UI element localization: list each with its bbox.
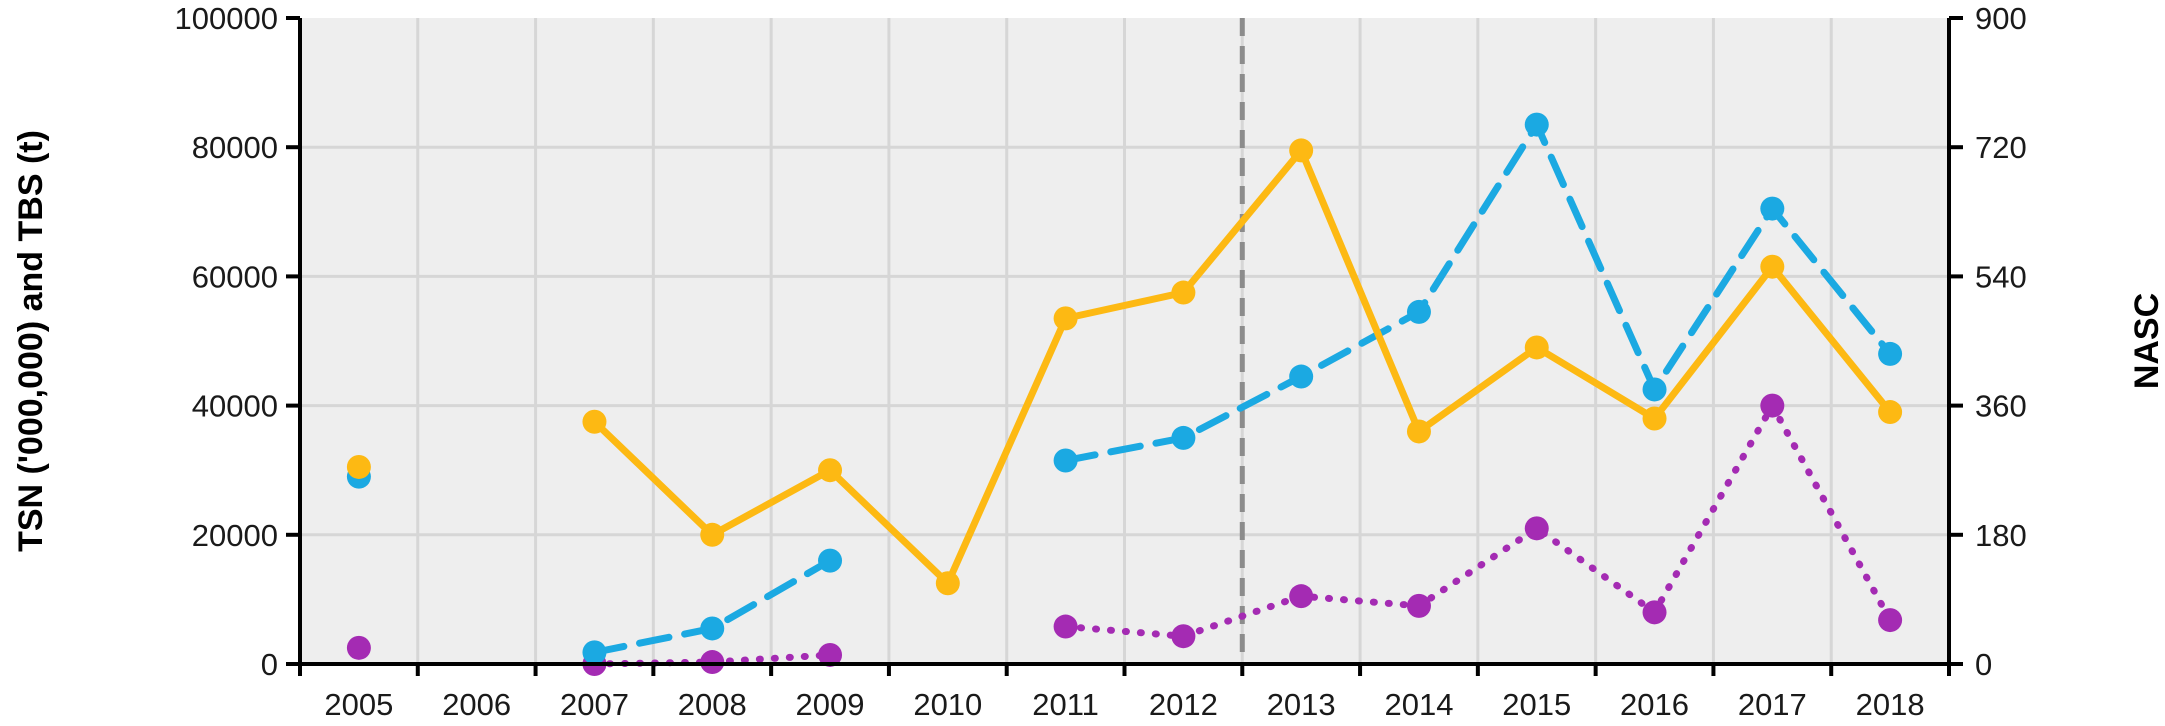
series-1-point	[1760, 196, 1785, 221]
series-2-point	[1053, 614, 1078, 639]
y-right-tick-label: 900	[1975, 1, 2027, 36]
series-2-point	[1760, 393, 1785, 418]
y-left-tick-label: 40000	[192, 389, 278, 424]
x-tick-label: 2012	[1149, 687, 1218, 722]
y-right-tick-label: 720	[1975, 130, 2027, 165]
series-1-point	[1878, 341, 1903, 366]
series-0-point	[1878, 400, 1903, 425]
series-1-point	[1171, 425, 1196, 450]
series-0-point	[1289, 138, 1314, 163]
series-0-line	[590, 146, 1894, 587]
series-2-point	[1171, 624, 1196, 649]
y-right-tick-label: 360	[1975, 389, 2027, 424]
x-tick-label: 2005	[324, 687, 393, 722]
x-tick-label: 2017	[1738, 687, 1807, 722]
series-2-point	[1406, 593, 1431, 618]
y-right-tick-label: 180	[1975, 518, 2027, 553]
series-1-point	[1524, 112, 1549, 137]
series-1-point	[1053, 448, 1078, 473]
x-tick-label: 2008	[678, 687, 747, 722]
y-right-tick-label: 0	[1975, 647, 1992, 682]
gridlines	[300, 18, 1949, 664]
series-2-point	[1524, 516, 1549, 541]
y-left-tick-label: 80000	[192, 130, 278, 165]
series-0-point	[1524, 335, 1549, 360]
x-tick-label: 2018	[1856, 687, 1925, 722]
series-0-point	[582, 409, 607, 434]
series-1-point	[1406, 299, 1431, 324]
series-1-point	[1289, 364, 1314, 389]
y-left-tick-label: 20000	[192, 518, 278, 553]
y-left-tick-label: 100000	[175, 1, 278, 36]
x-tick-label: 2006	[442, 687, 511, 722]
series-0-point	[1760, 254, 1785, 279]
series-2-point	[1642, 600, 1667, 625]
y-right-tick-label: 540	[1975, 259, 2027, 294]
series-0-point	[818, 458, 843, 483]
series-2-point	[346, 635, 371, 660]
series-0-point	[700, 522, 725, 547]
x-tick-label: 2007	[560, 687, 629, 722]
series-0-point	[1642, 406, 1667, 431]
y-axis-left-title: TSN ('000,000) and TBS (t)	[12, 130, 50, 552]
series-1-point	[582, 640, 607, 665]
series-1	[346, 112, 1903, 665]
series-2-point	[1289, 584, 1314, 609]
x-tick-label: 2011	[1032, 687, 1099, 722]
y-axis-right-title: NASC	[2128, 293, 2165, 389]
x-tick-label: 2014	[1384, 687, 1453, 722]
y-left-tick-label: 60000	[192, 259, 278, 294]
series-0	[346, 138, 1903, 596]
x-tick-label: 2015	[1502, 687, 1571, 722]
series-1-point	[818, 548, 843, 573]
series-2-point	[818, 642, 843, 667]
series-0-point	[1171, 280, 1196, 305]
series-0-point	[1053, 306, 1078, 331]
x-tick-label: 2013	[1267, 687, 1336, 722]
x-tick-label: 2016	[1620, 687, 1689, 722]
series-1-point	[700, 616, 725, 641]
series-1-line	[1062, 121, 1894, 465]
series-2-line	[1062, 402, 1894, 640]
x-tick-label: 2010	[913, 687, 982, 722]
series-2	[346, 393, 1903, 676]
series-0-point	[1406, 419, 1431, 444]
series-2-point	[1878, 608, 1903, 633]
x-tick-label: 2009	[796, 687, 865, 722]
tick-layer: 0 20000 40000 60000 80000 100000 0 180 360 540 720…	[175, 1, 2027, 722]
series-0-point	[346, 454, 371, 479]
y-left-tick-label: 0	[261, 647, 278, 682]
series-layer	[346, 112, 1903, 676]
series-1-point	[1642, 377, 1667, 402]
series-0-point	[935, 571, 960, 596]
